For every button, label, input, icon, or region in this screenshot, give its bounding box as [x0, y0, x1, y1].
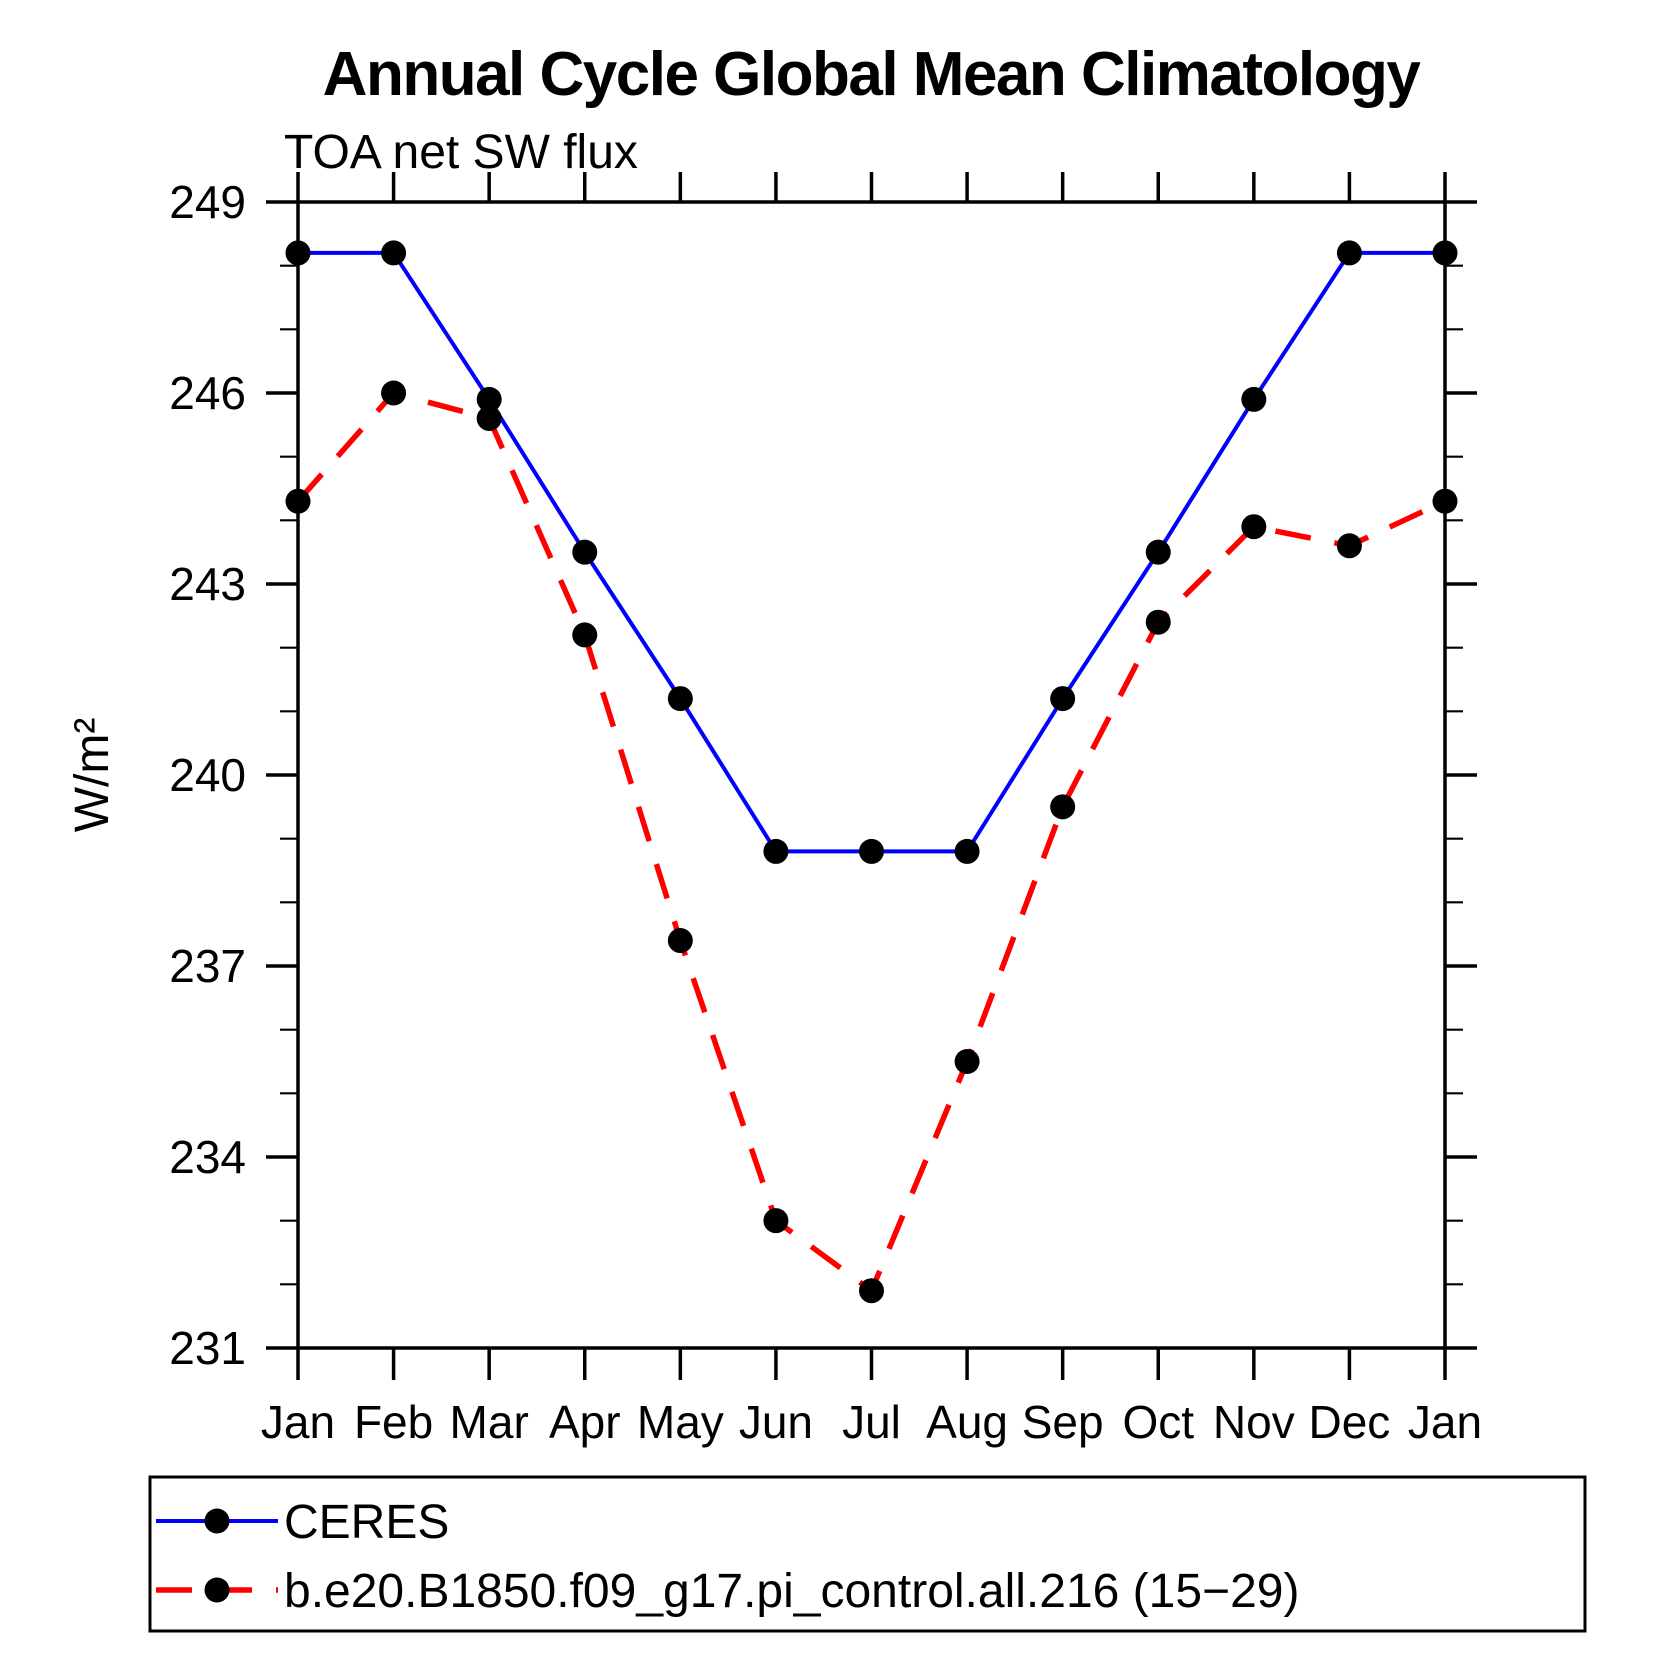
y-tick-label: 234: [169, 1131, 246, 1183]
y-tick-label: 231: [169, 1322, 246, 1374]
y-tick-label: 249: [169, 176, 246, 228]
data-point-1-May: [667, 928, 693, 954]
data-point-0-May: [667, 686, 693, 712]
x-tick-label: Oct: [1122, 1396, 1194, 1448]
y-tick-label: 246: [169, 367, 246, 419]
legend-label-0: CERES: [284, 1496, 449, 1549]
data-point-0-Mar: [476, 386, 502, 412]
x-tick-label: Apr: [549, 1396, 621, 1448]
data-point-0-Dec: [1336, 240, 1362, 266]
series-line-0: [298, 250, 1445, 854]
data-point-0-Jan: [1432, 240, 1458, 266]
legend-box: [148, 1475, 1587, 1633]
chart-subtitle: TOA net SW flux: [284, 126, 638, 179]
data-point-0-Jan: [285, 240, 311, 266]
data-point-1-Jan: [1432, 488, 1458, 514]
data-point-0-Jun: [763, 838, 789, 864]
data-point-1-Jul: [859, 1278, 884, 1304]
data-point-1-Nov: [1241, 514, 1267, 540]
y-axis-label: W/m²: [66, 718, 119, 833]
data-point-1-Jan: [285, 488, 311, 514]
x-tick-label: Aug: [926, 1396, 1008, 1448]
chart-title: Annual Cycle Global Mean Climatology: [323, 40, 1422, 109]
data-point-0-Aug: [954, 838, 980, 864]
data-point-0-Oct: [1145, 539, 1171, 565]
x-tick-label: Feb: [354, 1396, 433, 1448]
data-point-0-Apr: [572, 539, 598, 565]
x-tick-label: May: [637, 1396, 724, 1448]
data-point-1-Sep: [1050, 794, 1076, 820]
axes: 231 234 237 240 243 246 249 Jan Feb Mar Apr May Jun J…: [169, 172, 1482, 1448]
legend: CERES b.e20.B1850.f09_g17.pi_control.all.…: [148, 1475, 1587, 1633]
x-tick-label: Dec: [1309, 1396, 1391, 1448]
data-point-1-Aug: [954, 1049, 980, 1074]
x-tick-label: Jan: [1408, 1396, 1482, 1448]
x-tick-label: Jun: [739, 1396, 813, 1448]
data-point-0-Sep: [1050, 686, 1076, 712]
data-point-1-Dec: [1336, 533, 1362, 559]
data-point-1-Apr: [572, 622, 598, 648]
x-tick-label: Nov: [1213, 1396, 1295, 1448]
y-tick-label: 240: [169, 749, 246, 801]
legend-marker-1: [204, 1577, 230, 1603]
x-tick-label: Jan: [261, 1396, 335, 1448]
y-tick-label: 237: [169, 940, 246, 992]
y-tick-label: 243: [169, 558, 246, 610]
x-tick-label: Sep: [1022, 1396, 1104, 1448]
data-point-1-Mar: [476, 405, 502, 431]
data-point-1-Jun: [763, 1208, 789, 1234]
data-point-1-Feb: [381, 380, 407, 406]
data-point-0-Feb: [381, 240, 407, 266]
plot-frame: [296, 200, 1447, 1350]
legend-label-1: b.e20.B1850.f09_g17.pi_control.all.216 (…: [284, 1565, 1299, 1618]
data-point-1-Oct: [1145, 609, 1171, 635]
x-tick-label: Mar: [450, 1396, 529, 1448]
data-point-0-Nov: [1241, 386, 1267, 412]
series-lines: [285, 240, 1458, 1304]
legend-marker-0: [204, 1508, 230, 1534]
x-tick-label: Jul: [842, 1396, 901, 1448]
data-point-0-Jul: [859, 838, 884, 864]
